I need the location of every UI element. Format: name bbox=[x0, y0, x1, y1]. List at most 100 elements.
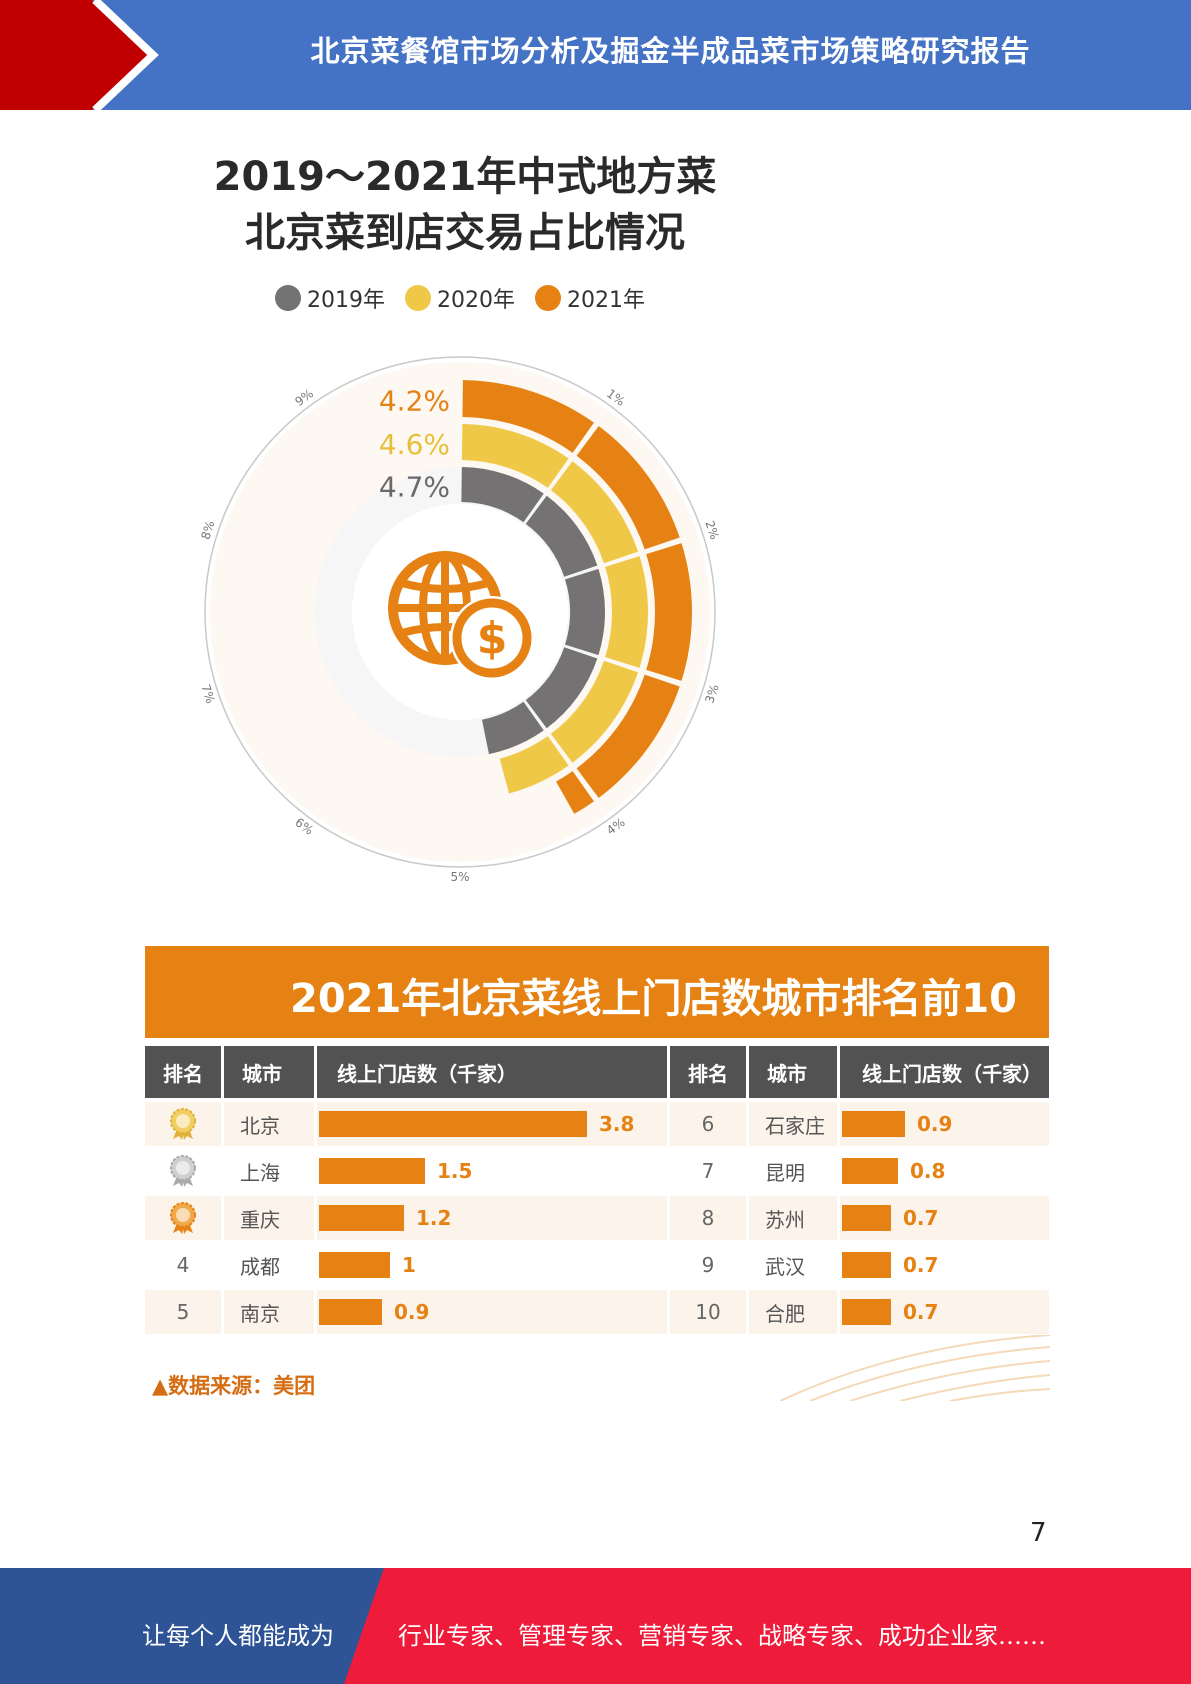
decorative-curves bbox=[780, 1335, 1050, 1401]
donut-arc-2021年 bbox=[646, 543, 692, 681]
rank-cell: 6 bbox=[670, 1102, 746, 1146]
legend-item-2019: 2019年 bbox=[275, 282, 385, 314]
rank-cell bbox=[145, 1196, 221, 1240]
donut-arc-2019年 bbox=[461, 467, 544, 523]
legend-item-2021: 2021年 bbox=[535, 282, 645, 314]
donut-tick-label: 2% bbox=[702, 519, 721, 541]
store-count-bar bbox=[319, 1252, 390, 1278]
donut-arc-2019年 bbox=[525, 647, 598, 729]
store-count-label: 0.9 bbox=[917, 1112, 953, 1136]
rank-cell: 4 bbox=[145, 1243, 221, 1287]
donut-arc-2020年 bbox=[461, 424, 569, 488]
report-title: 北京菜餐馆市场分析及掘金半成品菜市场策略研究报告 bbox=[310, 34, 1031, 68]
legend-dot-2021 bbox=[535, 285, 561, 311]
donut-tick-label: 5% bbox=[450, 870, 469, 884]
gold-medal-icon bbox=[170, 1108, 196, 1140]
store-count-bar bbox=[319, 1299, 382, 1325]
rank-number: 10 bbox=[695, 1300, 721, 1324]
footer-slogan-right: 行业专家、管理专家、营销专家、战略专家、成功企业家…… bbox=[398, 1622, 1046, 1650]
header-city-left: 城市 bbox=[224, 1046, 314, 1098]
footer-slogan-left: 让每个人都能成为 bbox=[142, 1622, 334, 1650]
city-name: 上海 bbox=[224, 1149, 314, 1193]
rank-cell bbox=[145, 1102, 221, 1146]
donut-tick-label: 6% bbox=[292, 815, 316, 838]
donut-arc-2019年 bbox=[481, 701, 544, 755]
donut-tick-label: 1% bbox=[604, 386, 628, 409]
donut-arc-2019年 bbox=[525, 495, 598, 577]
donut-tick-label: 7% bbox=[198, 683, 217, 705]
rank-number: 6 bbox=[701, 1112, 715, 1136]
header-city-right: 城市 bbox=[749, 1046, 837, 1098]
store-count-bar bbox=[319, 1158, 425, 1184]
bronze-medal-icon bbox=[170, 1202, 196, 1234]
store-count-label: 0.7 bbox=[903, 1206, 939, 1230]
donut-tick-label: 3% bbox=[702, 683, 721, 705]
store-count-label: 3.8 bbox=[599, 1112, 635, 1136]
store-count-bar bbox=[842, 1252, 891, 1278]
donut-tick-label: 9% bbox=[292, 386, 316, 409]
legend-label-2020: 2020年 bbox=[437, 288, 515, 313]
legend-item-2020: 2020年 bbox=[405, 282, 515, 314]
globe-dollar-icon: $ bbox=[388, 551, 534, 680]
header-rank-right: 排名 bbox=[670, 1046, 746, 1098]
rank-number: 4 bbox=[176, 1253, 190, 1277]
legend-dot-2019 bbox=[275, 285, 301, 311]
rank-cell: 9 bbox=[670, 1243, 746, 1287]
rank-number: 8 bbox=[701, 1206, 715, 1230]
store-count-bar bbox=[842, 1299, 891, 1325]
store-count-label: 0.8 bbox=[910, 1159, 946, 1183]
rank-number: 5 bbox=[176, 1300, 190, 1324]
donut-arc-2020年 bbox=[499, 736, 569, 794]
silver-medal-icon bbox=[170, 1155, 196, 1187]
rank-cell: 7 bbox=[670, 1149, 746, 1193]
donut-value-label-2021年: 4.2% bbox=[379, 385, 450, 418]
donut-chart-legend: 2019年 2020年 2021年 bbox=[275, 282, 645, 314]
store-count-bar bbox=[319, 1111, 587, 1137]
svg-text:$: $ bbox=[477, 613, 508, 664]
city-name: 成都 bbox=[224, 1243, 314, 1287]
rank-cell: 5 bbox=[145, 1290, 221, 1334]
donut-arc-2020年 bbox=[550, 660, 639, 763]
store-count-bar bbox=[319, 1205, 404, 1231]
donut-arc-2021年 bbox=[576, 426, 680, 550]
ranking-banner: 2021年北京菜线上门店数城市排名前10 bbox=[145, 946, 1049, 1038]
legend-label-2019: 2019年 bbox=[307, 288, 385, 313]
city-name: 北京 bbox=[224, 1102, 314, 1146]
store-count-label: 0.7 bbox=[903, 1300, 939, 1324]
city-name: 昆明 bbox=[749, 1149, 837, 1193]
city-name: 石家庄 bbox=[749, 1102, 837, 1146]
header-stores-right: 线上门店数（千家） bbox=[840, 1046, 1049, 1098]
donut-outer-ring bbox=[204, 356, 716, 868]
donut-tick-label: 8% bbox=[198, 519, 217, 541]
donut-arc-2021年 bbox=[462, 380, 594, 453]
store-count-label: 1 bbox=[402, 1253, 416, 1277]
header-rank-left: 排名 bbox=[145, 1046, 221, 1098]
rank-number: 9 bbox=[701, 1253, 715, 1277]
ranking-title: 2021年北京菜线上门店数城市排名前10 bbox=[290, 976, 1017, 1022]
donut-arc-2019年 bbox=[565, 568, 605, 656]
donut-arc-2020年 bbox=[550, 461, 639, 564]
rank-cell: 8 bbox=[670, 1196, 746, 1240]
header-arrow-decoration bbox=[0, 0, 159, 110]
store-count-label: 0.9 bbox=[394, 1300, 430, 1324]
donut-value-label-2020年: 4.6% bbox=[379, 428, 450, 461]
rank-number: 7 bbox=[701, 1159, 715, 1183]
legend-dot-2020 bbox=[405, 285, 431, 311]
city-name: 南京 bbox=[224, 1290, 314, 1334]
store-count-bar bbox=[842, 1205, 891, 1231]
donut-arc-2020年 bbox=[605, 556, 648, 668]
donut-arc-2021年 bbox=[576, 674, 680, 798]
donut-chart-title-line1: 2019～2021年中式地方菜 bbox=[213, 154, 717, 200]
page-header: 北京菜餐馆市场分析及掘金半成品菜市场策略研究报告 bbox=[0, 0, 1191, 110]
store-count-label: 1.2 bbox=[416, 1206, 452, 1230]
store-count-label: 0.7 bbox=[903, 1253, 939, 1277]
city-name: 武汉 bbox=[749, 1243, 837, 1287]
store-count-bar bbox=[842, 1158, 898, 1184]
footer-background bbox=[0, 1568, 1191, 1684]
page-footer: 让每个人都能成为 行业专家、管理专家、营销专家、战略专家、成功企业家…… bbox=[0, 1568, 1191, 1684]
donut-value-label-2019年: 4.7% bbox=[379, 471, 450, 504]
donut-chart: 1% 2% 3% 4% 5% 6% 7% 8% 9% 4.7% 4.6% 4.2% $ bbox=[198, 356, 722, 884]
legend-label-2021: 2021年 bbox=[567, 288, 645, 313]
donut-tick-label: 4% bbox=[604, 815, 628, 838]
city-name: 苏州 bbox=[749, 1196, 837, 1240]
